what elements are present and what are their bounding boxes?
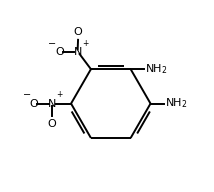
Text: N: N — [48, 98, 56, 108]
Text: −: − — [48, 39, 56, 49]
Text: O: O — [74, 27, 82, 37]
Text: +: + — [82, 39, 88, 48]
Text: NH$_2$: NH$_2$ — [145, 62, 167, 76]
Text: −: − — [23, 90, 31, 100]
Text: NH$_2$: NH$_2$ — [165, 97, 187, 110]
Text: O: O — [55, 47, 64, 57]
Text: O: O — [30, 98, 39, 108]
Text: +: + — [56, 90, 63, 99]
Text: O: O — [48, 119, 56, 129]
Text: N: N — [73, 47, 82, 57]
